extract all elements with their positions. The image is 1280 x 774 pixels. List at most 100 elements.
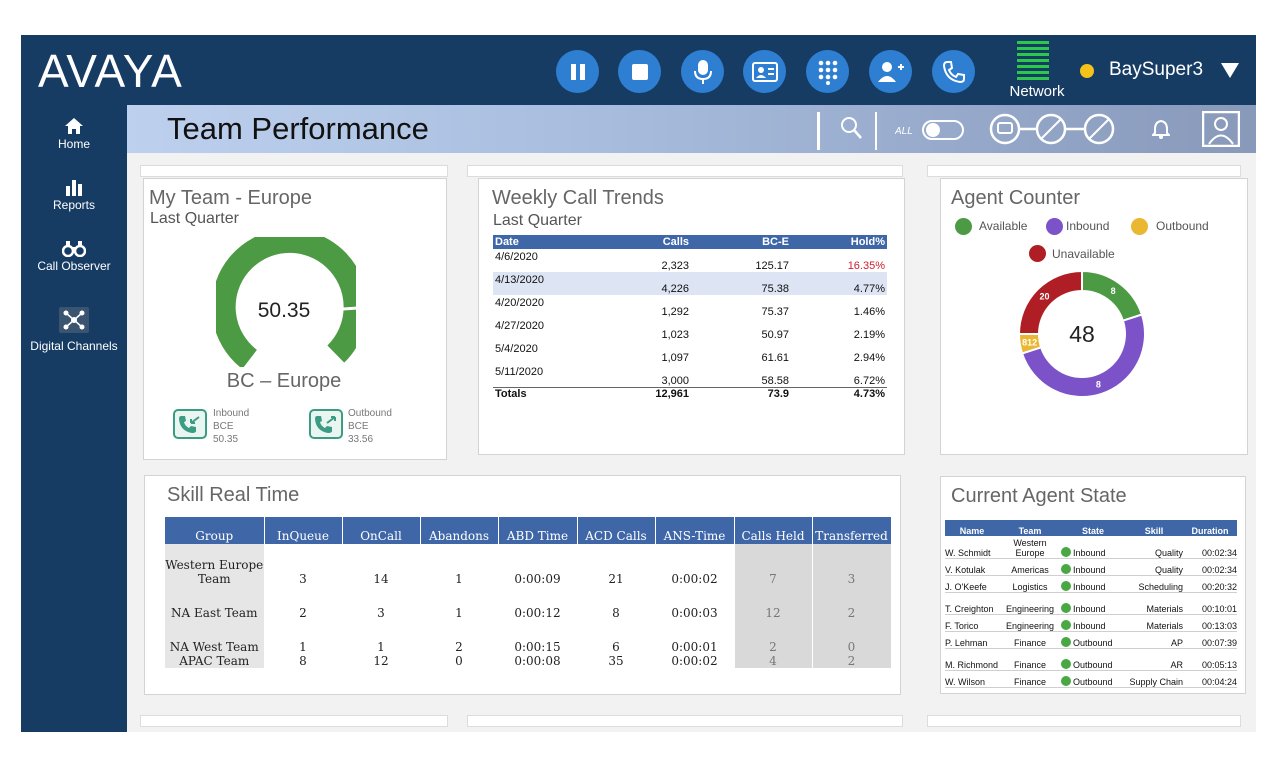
cell-state: Outbound [1061,670,1125,688]
agent-row[interactable]: T. Creighton Engineering Inbound Materials 0… [945,592,1237,615]
cell: 0:00:09 [498,544,578,586]
cell-bce: 75.38 [691,272,791,295]
sidebar-item-home[interactable]: Home [21,117,127,151]
agent-row[interactable]: M. Richmond Finance Outbound AR 00:05:13 [945,648,1237,671]
agent-row[interactable]: V. Kotulak Americas Inbound Quality 00:02:34 [945,558,1237,576]
column-header[interactable]: Name [945,520,999,536]
table-row: Western Europe Team 3 14 1 0:00:09 21 0:… [165,544,892,586]
stop-button[interactable] [618,50,661,93]
agent-row[interactable]: F. Torico Engineering Inbound Materials 00:1… [945,614,1237,632]
cell: 7 [734,544,813,586]
outbound-call-icon [309,409,343,439]
notification-bell-icon[interactable] [1152,119,1170,139]
agent-row[interactable]: W. Wilson Finance Outbound Supply Chain 00:0… [945,670,1237,688]
cell-duration: 00:02:34 [1183,536,1237,559]
cell: 3 [342,586,421,620]
column-header[interactable]: Transferred [812,517,892,544]
all-toggle-icon[interactable]: ALL [895,119,965,143]
column-header[interactable]: Date [493,235,613,249]
cell-state: Inbound [1061,558,1125,576]
cell-agent-name: V. Kotulak [945,558,999,576]
cell-agent-name: J. O'Keefe [945,575,999,593]
cell-duration: 00:02:34 [1183,558,1237,576]
page-title: Team Performance [167,111,429,146]
inbound-call-icon [173,409,207,439]
cell-duration: 00:13:03 [1183,614,1237,632]
cell-hold: 16.35% [847,260,885,272]
column-header[interactable]: InQueue [264,517,343,544]
column-header[interactable]: Duration [1183,520,1237,536]
card-title: Skill Real Time [167,484,300,506]
column-header[interactable]: Calls Held [734,517,813,544]
presence-status-dot [1080,64,1094,78]
agent-donut-chart: 8 8 812 20 48 [1017,269,1146,398]
call-control-icons[interactable] [989,113,1117,145]
agent-row[interactable]: J. O'Keefe Logistics Inbound Scheduling 00:2… [945,575,1237,593]
table-row: 5/4/2020 1,097 61.61 2.94% [493,341,887,364]
cell-agent-name: P. Lehman [945,631,999,649]
cell-total-bce: 73.9 [691,386,791,401]
dialpad-button[interactable] [806,50,849,93]
column-header[interactable]: BC-E [691,235,791,249]
state-status-dot [1061,602,1071,613]
card-title: Weekly Call Trends [492,187,664,209]
add-user-button[interactable] [869,50,912,93]
cell: 1 [420,586,499,620]
column-header[interactable]: Group [165,517,265,544]
totals-row: Totals 12,961 73.9 4.73% [493,386,887,401]
state-label: Inbound [1073,564,1106,575]
sidebar-item-digital-channels[interactable]: Digital Channels [21,307,127,353]
cell: 6 [577,620,656,654]
phone-button[interactable] [932,50,975,93]
contact-card-button[interactable] [743,50,786,93]
gauge-label: BC – Europe [226,370,342,392]
cell-duration: 00:20:32 [1183,575,1237,593]
cell-date: 4/13/2020 [493,272,613,295]
agent-profile-icon[interactable] [1202,111,1240,147]
cell: 0:00:02 [655,654,735,668]
cell-state: Inbound [1061,575,1125,593]
weekly-table: Date Calls BC-E Hold% 4/6/2020 2,323 125… [493,235,887,401]
column-header[interactable]: ANS-Time [655,517,735,544]
agent-counter-card: Agent Counter Available Inbound Outbound… [940,178,1248,455]
agent-row[interactable]: W. Schmidt Western Europe Inbound Quality 00… [945,536,1237,559]
column-header[interactable]: Abandons [420,517,499,544]
sidebar-item-call-observer[interactable]: Call Observer [21,239,127,273]
column-header[interactable]: Team [999,520,1061,536]
add-user-icon [877,61,904,82]
network-label: Network [1009,83,1065,100]
cell: 2 [420,620,499,654]
cell: 12 [342,654,421,668]
legend-dot-unavailable [1029,245,1046,262]
cell-team: Americas [999,558,1061,576]
pause-button[interactable] [556,50,599,93]
network-bars-icon [1017,41,1049,83]
column-header[interactable]: Hold% [791,235,887,249]
cell-hold: 6.72% [853,374,885,387]
cell: 0:00:03 [655,586,735,620]
cell: 14 [342,544,421,586]
header-divider [817,112,820,150]
cell: 0:00:15 [498,620,578,654]
column-header[interactable]: Calls [613,235,691,249]
column-header[interactable]: State [1061,520,1125,536]
user-menu-dropdown-icon[interactable] [1221,63,1239,78]
agent-row[interactable]: P. Lehman Finance Outbound AP 00:07:39 [945,631,1237,649]
table-row: 4/6/2020 2,323 125.17 16.35% [493,249,887,272]
cell-team: Finance [999,670,1061,688]
column-header[interactable]: Skill [1125,520,1183,536]
cell-skill: Quality [1125,536,1183,559]
mute-button[interactable] [681,50,724,93]
cell-duration: 00:04:24 [1183,670,1237,688]
network-indicator[interactable]: Network [1007,39,1067,101]
search-icon[interactable] [839,115,863,141]
sidebar-item-reports[interactable]: Reports [21,178,127,212]
legend-dot-inbound [1046,218,1063,235]
cell: 1 [420,544,499,586]
cell-group: APAC Team [165,654,265,668]
column-header[interactable]: OnCall [342,517,421,544]
column-header[interactable]: ABD Time [498,517,578,544]
column-header[interactable]: ACD Calls [577,517,656,544]
skill-real-time-card: Skill Real Time Group InQueue OnCall Aba… [144,475,901,695]
donut-total: 48 [1069,321,1095,347]
